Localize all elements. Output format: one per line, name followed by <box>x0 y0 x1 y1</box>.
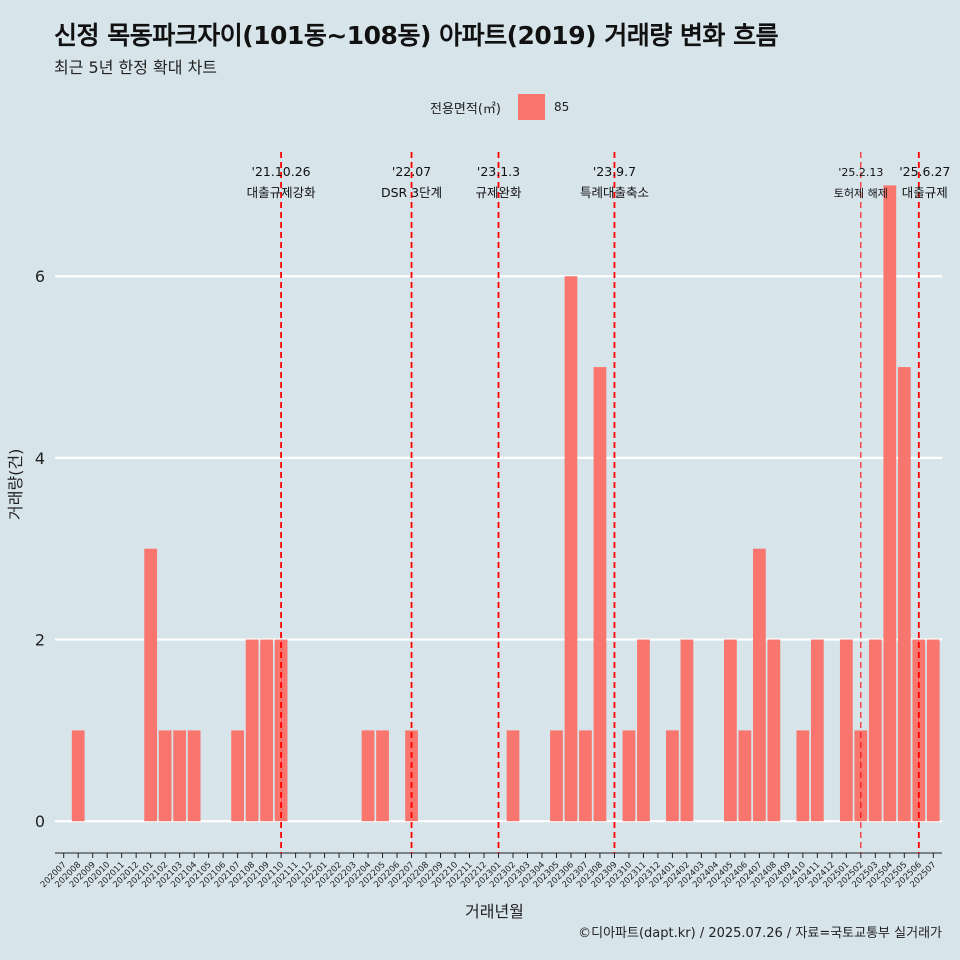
event-date-label: '22.07 <box>392 164 431 179</box>
bar <box>883 185 897 822</box>
bar <box>666 730 679 822</box>
bar <box>637 639 650 822</box>
bar <box>738 730 752 822</box>
bar <box>926 639 940 822</box>
bar <box>680 639 694 822</box>
y-tick-label: 2 <box>35 631 45 650</box>
bar <box>361 730 375 822</box>
bar <box>579 730 592 822</box>
bar <box>274 639 288 822</box>
bar <box>158 730 172 822</box>
event-text-label: 대출규제 <box>902 185 948 200</box>
event-date-label: '25.2.13 <box>838 166 883 179</box>
x-axis-label: 거래년월 <box>465 902 524 921</box>
bar <box>506 730 520 822</box>
bar <box>231 730 244 822</box>
bar <box>796 730 810 822</box>
bar <box>912 639 926 822</box>
bar <box>173 730 187 822</box>
bar <box>724 639 737 822</box>
event-date-label: '23.9.7 <box>593 164 636 179</box>
bar <box>187 730 201 822</box>
bar <box>144 548 158 822</box>
y-tick-label: 0 <box>35 812 45 831</box>
event-text-label: DSR 3단계 <box>381 185 442 200</box>
bar <box>767 639 781 822</box>
bar <box>376 730 389 822</box>
bar <box>564 276 578 822</box>
y-tick-label: 4 <box>35 449 45 468</box>
legend-swatch <box>518 94 545 120</box>
source-caption: ©디아파트(dapt.kr) / 2025.07.26 / 자료=국토교통부 실… <box>578 926 942 941</box>
bar <box>868 639 882 822</box>
y-axis-label: 거래량(건) <box>6 448 25 520</box>
chart-title: 신정 목동파크자이(101동~108동) 아파트(2019) 거래량 변화 흐름 <box>54 21 779 50</box>
bar <box>810 639 824 822</box>
event-text-label: 규제완화 <box>475 185 522 200</box>
bar <box>245 639 259 822</box>
event-text-label: 특례대출축소 <box>580 185 649 200</box>
event-text-label: 토허제 해제 <box>834 186 888 200</box>
bar <box>71 730 85 822</box>
bar <box>622 730 636 822</box>
legend-label: 85 <box>554 100 570 114</box>
bar <box>897 367 911 822</box>
bar <box>753 548 766 822</box>
y-tick-label: 6 <box>35 267 45 286</box>
chart-subtitle: 최근 5년 한정 확대 차트 <box>54 58 218 77</box>
event-date-label: '23.1.3 <box>477 164 520 179</box>
bar <box>550 730 563 822</box>
bar <box>260 639 273 822</box>
legend-title: 전용면적(㎡) <box>430 102 501 117</box>
event-date-label: '21.10.26 <box>252 164 311 179</box>
bar <box>839 639 853 822</box>
event-date-label: '25.6.27 <box>899 164 950 179</box>
event-text-label: 대출규제강화 <box>247 185 317 200</box>
bar <box>593 367 607 822</box>
